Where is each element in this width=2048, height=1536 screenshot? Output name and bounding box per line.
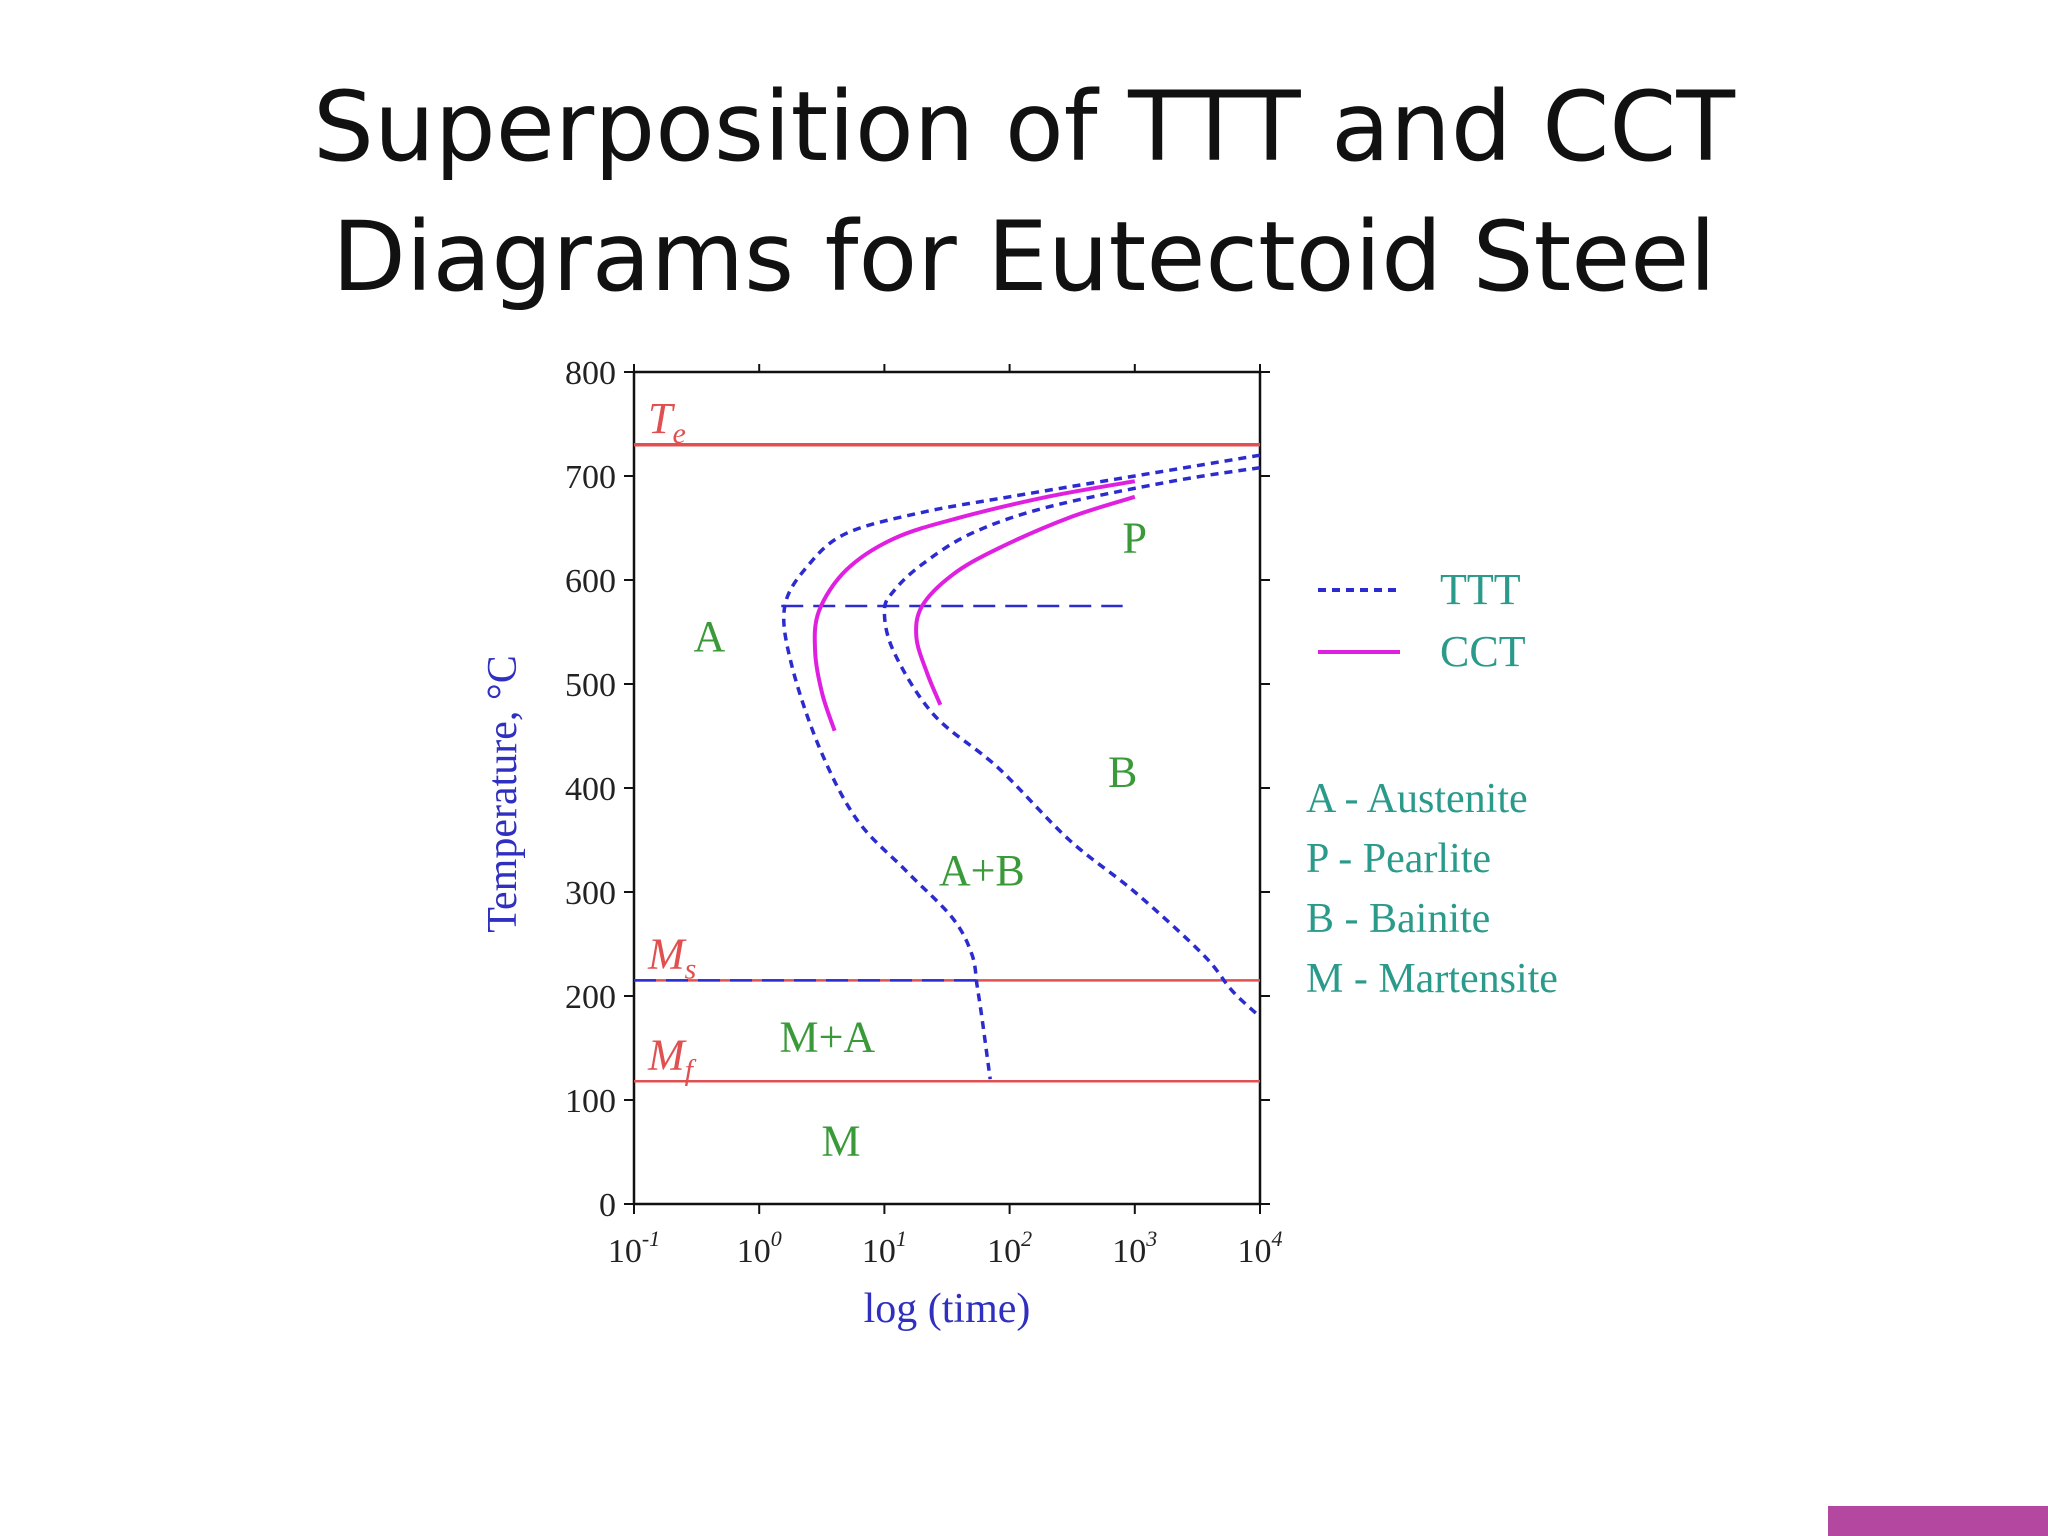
y-tick-label: 800 (565, 355, 616, 392)
y-tick-label: 200 (565, 979, 616, 1016)
y-axis-label: Temperature, °C (480, 655, 526, 932)
legend-key-item: M - Martensite (1306, 956, 1558, 1002)
region-label: M+A (779, 1013, 875, 1062)
series-line-ttt-1 (781, 453, 1261, 1080)
y-tick-label: 500 (565, 667, 616, 704)
reference-line-label: Mf (647, 1030, 697, 1086)
x-tick-label: 100 (737, 1226, 782, 1270)
legend-entry-ttt: TTT (1440, 565, 1521, 614)
y-tick-label: 0 (599, 1187, 616, 1224)
series-line-ttt-2 (882, 465, 1262, 1019)
region-label: M (821, 1117, 860, 1166)
x-tick-label: 101 (862, 1226, 907, 1270)
region-label: A (693, 612, 725, 661)
reference-line-label: Te (648, 394, 686, 450)
x-tick-label: 104 (1238, 1226, 1283, 1270)
legend-key-item: B - Bainite (1306, 896, 1490, 942)
reference-line-label: Ms (647, 929, 696, 985)
series-line-cct-5 (812, 479, 1136, 732)
y-tick-label: 100 (565, 1083, 616, 1120)
x-tick-label: 102 (987, 1226, 1032, 1270)
slide-title: Superposition of TTT and CCT Diagrams fo… (0, 62, 2048, 322)
legend-entry-cct: CCT (1440, 627, 1526, 676)
region-label: A+B (939, 846, 1025, 895)
x-axis-label: log (time) (864, 1286, 1031, 1332)
y-tick-label: 700 (565, 459, 616, 496)
slide-title-line-2: Diagrams for Eutectoid Steel (331, 201, 1717, 313)
plot-frame (632, 370, 1262, 1206)
y-tick-label: 300 (565, 875, 616, 912)
legend-key-item: A - Austenite (1306, 776, 1528, 822)
y-tick-label: 400 (565, 771, 616, 808)
series-line-cct-6 (914, 494, 1136, 706)
y-tick-label: 600 (565, 563, 616, 600)
region-label: B (1108, 747, 1137, 796)
slide-accent-bar (1828, 1506, 2048, 1536)
x-tick-label: 103 (1112, 1226, 1157, 1270)
x-tick-label: 10-1 (608, 1226, 660, 1270)
region-label: P (1123, 513, 1147, 562)
slide-title-line-1: Superposition of TTT and CCT (313, 71, 1735, 183)
legend-key-item: P - Pearlite (1306, 836, 1491, 882)
